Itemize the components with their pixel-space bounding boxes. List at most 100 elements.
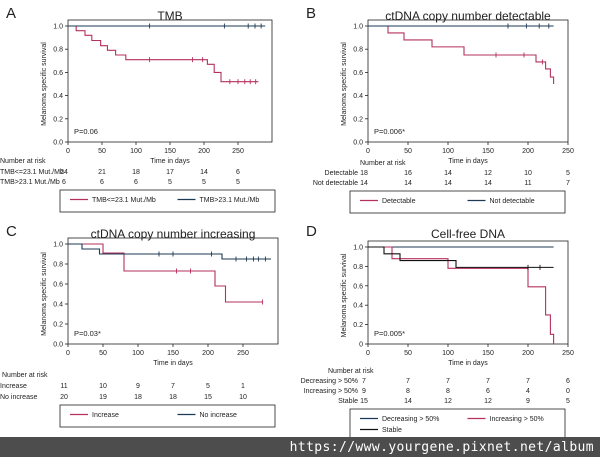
- plot-frame: [67, 19, 273, 143]
- risk-count: 18: [132, 169, 140, 176]
- legend-label: Decreasing > 50%: [382, 416, 439, 423]
- x-axis-label: Time in days: [150, 158, 190, 165]
- risk-count: 7: [406, 378, 410, 385]
- x-tick-label: 150: [167, 350, 179, 357]
- y-axis-label: Melanoma specific survival: [41, 252, 48, 336]
- y-tick-label: 0.8: [53, 47, 63, 54]
- y-tick-label: 0.4: [53, 302, 63, 309]
- risk-table-title: Number at risk: [0, 158, 46, 165]
- risk-table-title: Number at risk: [2, 372, 48, 379]
- risk-count: 14: [360, 180, 368, 187]
- legend-box: [59, 404, 276, 428]
- y-tick-label: 0.8: [353, 47, 363, 54]
- y-axis-label: Melanoma specific survival: [41, 42, 48, 126]
- p-value: P=0.006*: [374, 127, 405, 136]
- y-tick-label: 1.0: [353, 245, 363, 252]
- y-tick-label: 0.4: [353, 303, 363, 310]
- chart-title: ctDNA copy number detectable: [385, 9, 551, 23]
- survival-curve-1: [68, 243, 263, 303]
- survival-curve-2: [368, 246, 555, 344]
- risk-count: 15: [204, 394, 212, 401]
- risk-count: 0: [566, 388, 570, 395]
- y-tick-label: 1.0: [53, 24, 63, 31]
- risk-count: 20: [60, 394, 68, 401]
- risk-row-label: No increase: [0, 394, 37, 401]
- legend-label: TMB<=23.1 Mut./Mb: [92, 197, 156, 204]
- km-figure: A TMB 0.0 0.2 0.4 0.6 0.8 1.0 Melanoma specific …: [0, 5, 574, 437]
- risk-count: 7: [446, 378, 450, 385]
- x-tick-label: 150: [482, 350, 494, 357]
- risk-count: 8: [446, 388, 450, 395]
- risk-count: 18: [169, 394, 177, 401]
- panel-letter: D: [306, 223, 317, 240]
- plot-frame: [367, 19, 569, 143]
- risk-row-label: Increasing > 50%: [304, 388, 358, 395]
- risk-count: 6: [236, 169, 240, 176]
- x-axis-label: Time in days: [448, 158, 488, 165]
- x-tick-label: 250: [562, 350, 574, 357]
- risk-count: 6: [100, 179, 104, 186]
- risk-row-label: Detectable: [325, 170, 359, 177]
- panel-letter: C: [6, 223, 17, 240]
- y-tick-label: 0.2: [353, 116, 363, 123]
- panel-a: A TMB 0.0 0.2 0.4 0.6 0.8 1.0 Melanoma specific …: [0, 5, 276, 213]
- risk-count: 5: [566, 398, 570, 405]
- risk-count: 12: [444, 398, 452, 405]
- risk-count: 9: [526, 398, 530, 405]
- risk-count: 7: [486, 378, 490, 385]
- risk-row-label: Not detectable: [313, 180, 358, 187]
- risk-count: 14: [404, 398, 412, 405]
- p-value: P=0.005*: [374, 329, 405, 338]
- risk-count: 14: [200, 169, 208, 176]
- plot-frame: [367, 240, 569, 345]
- y-tick-label: 0.2: [353, 322, 363, 329]
- x-axis-label: Time in days: [448, 360, 488, 367]
- risk-count: 7: [362, 378, 366, 385]
- x-tick-label: 100: [442, 350, 454, 357]
- x-tick-label: 150: [164, 148, 176, 155]
- risk-count: 6: [62, 179, 66, 186]
- risk-count: 6: [134, 179, 138, 186]
- y-tick-label: 0.6: [53, 70, 63, 77]
- x-tick-label: 200: [202, 350, 214, 357]
- y-tick-label: 0.4: [353, 93, 363, 100]
- risk-count: 11: [60, 383, 67, 390]
- risk-table-title: Number at risk: [360, 160, 406, 167]
- y-tick-label: 0.0: [53, 342, 63, 349]
- legend-label: Increase: [92, 412, 119, 419]
- panel-letter: A: [6, 5, 16, 22]
- risk-count: 5: [168, 179, 172, 186]
- risk-row-label: Increase: [0, 383, 27, 390]
- chart-title: ctDNA copy number increasing: [91, 227, 256, 241]
- x-tick-label: 200: [198, 148, 210, 155]
- y-tick-label: 0: [359, 342, 363, 349]
- y-tick-label: 0.8: [53, 262, 63, 269]
- x-tick-label: 250: [237, 350, 249, 357]
- survival-curve-1: [368, 25, 555, 84]
- y-tick-label: 0.4: [53, 93, 63, 100]
- x-tick-label: 200: [522, 148, 534, 155]
- risk-count: 5: [566, 170, 570, 177]
- legend-box: [59, 189, 276, 213]
- y-axis-label: Melanoma specific survival: [341, 253, 348, 337]
- x-axis-label: Time in days: [153, 360, 193, 367]
- risk-count: 10: [239, 394, 247, 401]
- x-tick-label: 50: [98, 148, 106, 155]
- legend-label: Increasing > 50%: [490, 416, 544, 423]
- risk-table-title: Number at risk: [328, 368, 374, 375]
- legend-box: [349, 408, 566, 437]
- legend-label: Not detectable: [490, 198, 535, 205]
- y-tick-label: 0.8: [353, 264, 363, 271]
- risk-count: 11: [524, 180, 531, 187]
- p-value: P=0.06: [74, 127, 98, 136]
- panel-d: D Cell-free DNA 0 0.2 0.4 0.6 0.8 1.0 Melanoma s…: [301, 223, 574, 437]
- risk-count: 19: [99, 394, 107, 401]
- y-tick-label: 0.6: [353, 283, 363, 290]
- x-tick-label: 0: [66, 350, 70, 357]
- risk-count: 14: [444, 180, 452, 187]
- risk-count: 15: [360, 398, 368, 405]
- risk-count: 10: [524, 170, 532, 177]
